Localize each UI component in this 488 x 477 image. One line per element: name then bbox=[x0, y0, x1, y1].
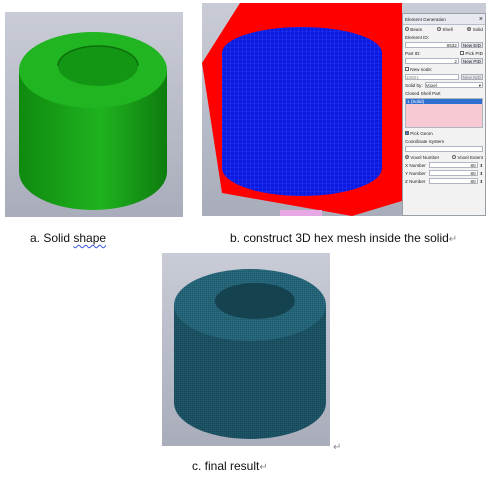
x-number-stepper[interactable]: ⬍ bbox=[479, 162, 483, 168]
return-mark-icon: ↵ bbox=[448, 234, 458, 245]
radio-beam[interactable]: Beam bbox=[405, 26, 423, 32]
radio-beam-label: Beam bbox=[410, 26, 423, 32]
z-number-stepper[interactable]: ⬍ bbox=[479, 178, 483, 184]
caption-b-text: b. construct 3D hex mesh inside the soli… bbox=[230, 231, 449, 245]
return-mark-icon: ↵ bbox=[259, 462, 268, 473]
closed-shell-item[interactable]: 1 (Solid) bbox=[406, 99, 482, 104]
radio-beam-icon bbox=[405, 26, 409, 31]
return-mark-c-image: ↵ bbox=[333, 437, 341, 455]
radio-voxel-number-icon bbox=[405, 154, 409, 159]
radio-shell-icon bbox=[437, 26, 442, 31]
caption-c-text: c. final result bbox=[192, 459, 260, 473]
radio-voxel-number-label: Voxel Number bbox=[410, 154, 440, 160]
closed-shell-label: Closed Shell Part bbox=[405, 90, 441, 96]
blue-mesh-body bbox=[222, 53, 382, 196]
solid-by-label: Solid by: bbox=[405, 82, 423, 88]
solid-by-row: Solid by: Voxel ▾ bbox=[403, 81, 485, 89]
caption-a-underlined: shape bbox=[73, 231, 107, 245]
new-node-checkbox[interactable]: New node: bbox=[405, 66, 433, 72]
y-number-row: Y Number 80 ⬍ bbox=[403, 169, 485, 177]
radio-voxel-extent-label: Voxel Extent bbox=[457, 154, 483, 160]
element-id-label: Element ID: bbox=[405, 34, 429, 40]
solid-by-select[interactable]: Voxel ▾ bbox=[424, 82, 483, 88]
viewport-solid-shape bbox=[5, 12, 183, 217]
z-number-field[interactable]: 80 bbox=[429, 178, 478, 184]
pick-geom-checkbox[interactable]: Pick Geom bbox=[405, 130, 433, 136]
cylinder-side bbox=[19, 70, 167, 210]
panel-title: Element Generation bbox=[405, 16, 446, 22]
return-mark-icon: ↵ bbox=[333, 442, 342, 453]
x-number-field[interactable]: 80 bbox=[429, 162, 478, 168]
cylinder-hole bbox=[58, 46, 138, 86]
caption-a-prefix: a. Solid bbox=[30, 231, 74, 245]
final-cylinder-side bbox=[174, 305, 326, 439]
new-node-checkbox-icon bbox=[405, 66, 409, 71]
new-pid-button[interactable]: New PID bbox=[460, 58, 483, 64]
pick-pid-checkbox-icon bbox=[460, 50, 465, 55]
z-number-row: Z Number 80 ⬍ bbox=[403, 177, 485, 185]
coord-system-label: Coordinate System bbox=[405, 138, 445, 144]
element-type-row: Beam Shell Solid bbox=[403, 25, 485, 33]
x-number-label: X Number bbox=[405, 162, 426, 168]
coord-system-field[interactable] bbox=[405, 146, 483, 152]
new-node-field[interactable]: 10801 bbox=[405, 74, 459, 80]
close-icon[interactable]: × bbox=[478, 15, 483, 23]
radio-voxel-extent-icon bbox=[452, 154, 457, 159]
voxel-mode-row: Voxel Number Voxel Extent bbox=[403, 153, 485, 161]
solid-cylinder-render bbox=[19, 32, 167, 210]
part-id-field[interactable]: 2 bbox=[405, 58, 459, 64]
pick-geom-row: Pick Geom bbox=[403, 129, 485, 137]
closed-shell-label-row: Closed Shell Part bbox=[403, 89, 485, 97]
coord-system-row: Coordinate System bbox=[403, 137, 485, 145]
part-id-label: Part ID: bbox=[405, 50, 421, 56]
panel-title-bar: Element Generation × bbox=[403, 14, 485, 25]
radio-solid-label: Solid bbox=[472, 26, 483, 32]
final-mesh-render bbox=[174, 269, 326, 439]
radio-voxel-extent[interactable]: Voxel Extent bbox=[452, 154, 483, 160]
pick-geom-label: Pick Geom bbox=[410, 130, 433, 136]
element-id-field[interactable]: 6532 bbox=[405, 42, 459, 48]
y-number-stepper[interactable]: ⬍ bbox=[479, 170, 483, 176]
radio-shell-label: Shell bbox=[442, 26, 453, 32]
radio-solid[interactable]: Solid bbox=[467, 26, 483, 32]
part-id-input-row: 2 New PID bbox=[403, 57, 485, 65]
viewport-final-result bbox=[162, 253, 330, 446]
radio-solid-icon bbox=[467, 26, 472, 31]
radio-voxel-number[interactable]: Voxel Number bbox=[405, 154, 440, 160]
z-number-label: Z Number bbox=[405, 178, 426, 184]
new-nid-button[interactable]: New NID bbox=[460, 74, 483, 80]
chevron-down-icon: ▾ bbox=[478, 83, 481, 88]
new-node-input-row: 10801 New NID bbox=[403, 73, 485, 81]
closed-shell-list[interactable]: 1 (Solid) bbox=[405, 98, 483, 128]
caption-a: a. Solid shape bbox=[30, 231, 106, 245]
radio-shell[interactable]: Shell bbox=[437, 26, 453, 32]
blue-mesh-top bbox=[222, 27, 382, 79]
solid-by-value: Voxel bbox=[425, 83, 437, 88]
pick-pid-label: Pick PID bbox=[465, 50, 483, 56]
hex-mesh-render bbox=[202, 3, 402, 216]
part-id-row: Part ID: Pick PID bbox=[403, 49, 485, 57]
element-id-row: 6532 New EID bbox=[403, 41, 485, 49]
element-id-label-row: Element ID: bbox=[403, 33, 485, 41]
caption-b: b. construct 3D hex mesh inside the soli… bbox=[230, 231, 457, 245]
caption-c: c. final result↵ bbox=[192, 459, 268, 473]
pick-geom-checkbox-icon bbox=[405, 130, 409, 135]
viewport-hex-mesh: Element Generation × Beam Shell Solid El… bbox=[202, 3, 486, 216]
pick-pid-checkbox[interactable]: Pick PID bbox=[460, 50, 483, 56]
y-number-label: Y Number bbox=[405, 170, 426, 176]
new-node-label: New node: bbox=[410, 66, 433, 72]
coord-system-input-row bbox=[403, 145, 485, 153]
final-cylinder-hole bbox=[215, 283, 295, 319]
x-number-row: X Number 80 ⬍ bbox=[403, 161, 485, 169]
y-number-field[interactable]: 80 bbox=[429, 170, 478, 176]
new-eid-button[interactable]: New EID bbox=[460, 42, 483, 48]
new-node-row: New node: bbox=[403, 65, 485, 73]
element-generation-panel: Element Generation × Beam Shell Solid El… bbox=[402, 13, 486, 216]
